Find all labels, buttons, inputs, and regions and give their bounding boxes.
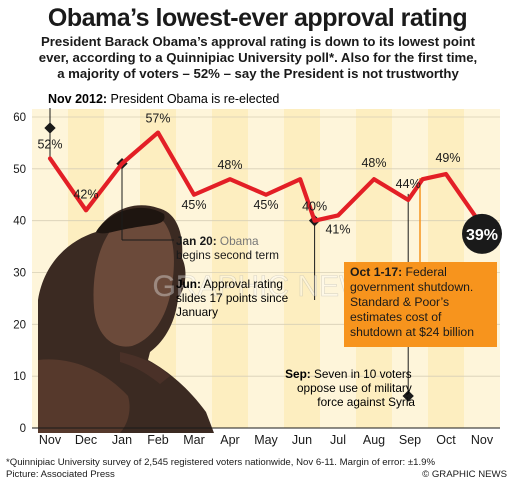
y-tick-label-60: 60 bbox=[13, 112, 26, 124]
x-tick-label-11: Oct bbox=[436, 433, 456, 447]
y-tick-label-10: 10 bbox=[13, 371, 26, 383]
annotation-jan-20: Jan 20: Obama begins second term bbox=[176, 234, 279, 262]
data-label-10: 48% bbox=[361, 156, 386, 170]
y-tick-label-40: 40 bbox=[13, 216, 26, 228]
axes: 0 10 20 30 40 50 60 Nov Dec Jan Feb Mar Apr May Jun Jul… bbox=[13, 112, 500, 447]
marker-nov-2012 bbox=[44, 122, 56, 134]
y-tick-label-20: 20 bbox=[13, 319, 26, 331]
data-label-11: 44% bbox=[396, 177, 421, 191]
annotation-jun: Jun: Approval rating slides 17 points si… bbox=[176, 277, 291, 319]
x-tick-label-3: Feb bbox=[147, 433, 169, 447]
data-label-4: 45% bbox=[181, 198, 206, 212]
data-label-0: 52% bbox=[37, 137, 62, 151]
x-tick-label-5: Apr bbox=[220, 433, 239, 447]
x-tick-label-2: Jan bbox=[112, 433, 132, 447]
subhead: President Barack Obama’s approval rating… bbox=[8, 34, 508, 82]
x-tick-label-1: Dec bbox=[75, 433, 97, 447]
data-label-9: 41% bbox=[325, 222, 350, 236]
x-tick-label-8: Jul bbox=[330, 433, 346, 447]
data-label-5: 48% bbox=[217, 158, 242, 172]
approval-series bbox=[47, 130, 485, 228]
marker-sep bbox=[402, 390, 414, 402]
month-band-6 bbox=[248, 109, 284, 428]
x-tick-label-9: Aug bbox=[363, 433, 385, 447]
graphic-news-credit: © GRAPHIC NEWS bbox=[422, 469, 507, 480]
footer: *Quinnipiac University survey of 2,545 r… bbox=[6, 457, 435, 481]
latest-value-badge bbox=[462, 213, 502, 254]
x-tick-label-6: May bbox=[254, 433, 278, 447]
data-label-13: 49% bbox=[435, 151, 460, 165]
footnote: *Quinnipiac University survey of 2,545 r… bbox=[6, 457, 436, 468]
x-tick-label-4: Mar bbox=[183, 433, 205, 447]
annotation-nov-2012: Nov 2012: President Obama is re-elected bbox=[48, 92, 279, 106]
data-label-3: 57% bbox=[145, 112, 170, 126]
y-tick-label-30: 30 bbox=[13, 268, 26, 280]
approval-line-chart: 0 10 20 30 40 50 60 Nov Dec Jan Feb Mar Apr May Jun Jul… bbox=[13, 92, 502, 447]
month-band-7 bbox=[284, 109, 320, 428]
data-label-1: 42% bbox=[73, 187, 98, 201]
y-tick-label-50: 50 bbox=[13, 164, 26, 176]
x-tick-label-7: Jun bbox=[292, 433, 312, 447]
headline: Obama’s lowest-ever approval rating bbox=[47, 4, 468, 32]
x-tick-label-0: Nov bbox=[39, 433, 62, 447]
subhead-line-2: ever, according to a Quinnipiac Universi… bbox=[38, 50, 478, 65]
latest-value-label: 39% bbox=[466, 227, 498, 244]
x-tick-label-12: Nov bbox=[471, 433, 494, 447]
annotation-sep: Sep: Seven in 10 voters oppose use of mi… bbox=[285, 367, 415, 409]
data-label-6: 45% bbox=[253, 198, 278, 212]
shutdown-callout-box bbox=[344, 262, 497, 347]
subhead-line-3: a majority of voters – 52% – say the Pre… bbox=[57, 66, 459, 81]
data-label-8: 40% bbox=[302, 200, 327, 214]
obama-portrait bbox=[38, 205, 214, 433]
approval-line bbox=[47, 130, 485, 228]
subhead-line-1: President Barack Obama’s approval rating… bbox=[40, 34, 476, 49]
picture-credit: Picture: Associated Press bbox=[6, 469, 115, 480]
y-tick-label-0: 0 bbox=[20, 423, 26, 435]
x-tick-label-10: Sep bbox=[399, 433, 421, 447]
data-labels: 52% 42% 57% 45% 48% 45% 40% 41% 48% 44% 49% 39% bbox=[37, 112, 502, 254]
annotation-oct-shutdown: Oct 1-17: Federal government shutdown. S… bbox=[350, 265, 477, 339]
month-band-5 bbox=[212, 109, 248, 428]
